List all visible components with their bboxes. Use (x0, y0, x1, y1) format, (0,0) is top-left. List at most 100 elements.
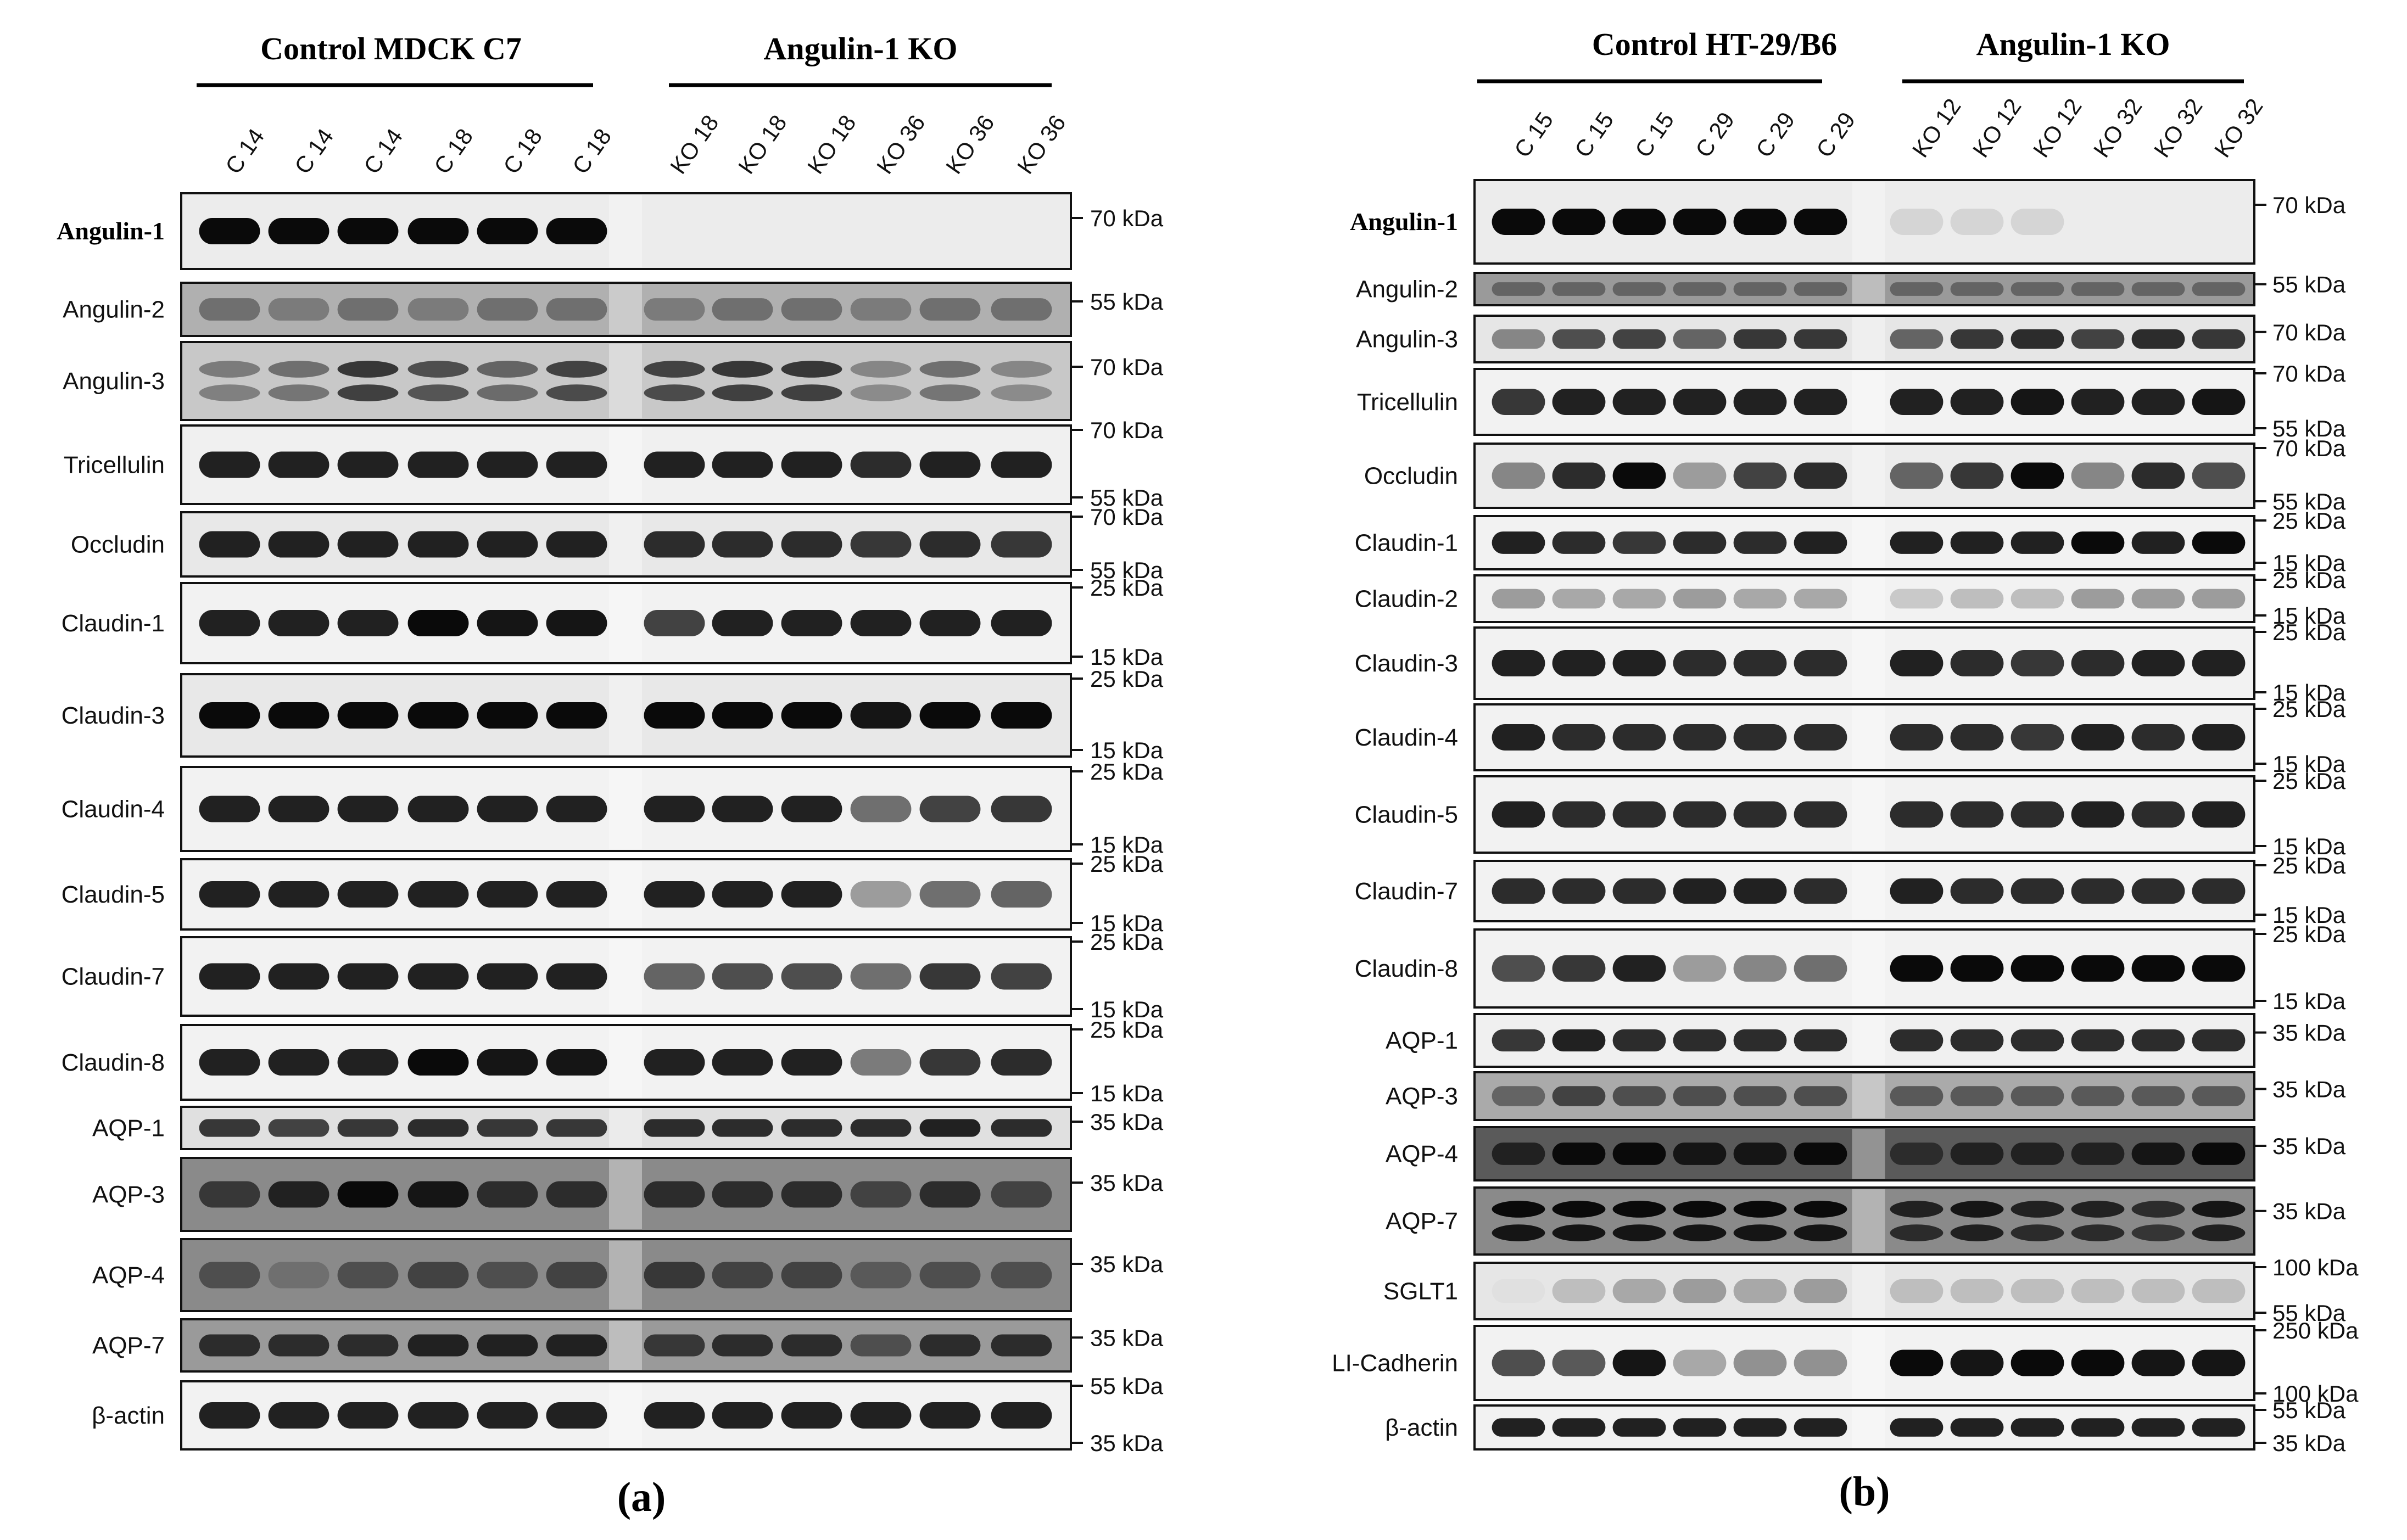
band (712, 702, 773, 729)
blot-row-claudin-3: Claudin-3 25 kDa 15 kDa (1355, 619, 2346, 705)
band (337, 384, 399, 401)
band (1492, 955, 1545, 982)
band (2131, 1086, 2185, 1106)
band (919, 531, 981, 558)
band (1492, 589, 1545, 609)
band (2071, 878, 2125, 904)
marker-label: 70 kDa (1090, 205, 1164, 231)
band (2071, 1086, 2125, 1106)
band (919, 1049, 981, 1076)
band (991, 1049, 1052, 1076)
marker-label: 35 kDa (1090, 1430, 1164, 1456)
band (991, 1334, 1052, 1357)
blot-row-angulin-1: Angulin-1 70 kDa (1350, 179, 2346, 265)
row-label: Angulin-2 (63, 296, 165, 323)
band (199, 702, 260, 729)
band (477, 361, 538, 378)
band (991, 451, 1052, 478)
band (1492, 801, 1545, 828)
band (712, 451, 773, 478)
band (644, 1049, 705, 1076)
band (781, 361, 842, 378)
band (2011, 1349, 2064, 1376)
band (2131, 389, 2185, 415)
row-label: Claudin-1 (1355, 530, 1458, 557)
blot-strip (1473, 1186, 2255, 1256)
band (2192, 389, 2246, 415)
band (2131, 1279, 2185, 1303)
band (1950, 878, 2004, 904)
band (2131, 589, 2185, 609)
marker-label: 35 kDa (1090, 1325, 1164, 1351)
marker-label: 55 kDa (2272, 1300, 2346, 1326)
blot-strip (180, 192, 1072, 270)
band (1794, 589, 1847, 609)
band (2071, 1418, 2125, 1437)
band (2192, 955, 2246, 982)
marker-label: 70 kDa (1090, 504, 1164, 530)
band (1950, 955, 2004, 982)
band (1794, 724, 1847, 751)
band (1950, 650, 2004, 676)
band (546, 1334, 607, 1357)
band (1612, 282, 1666, 296)
band (2192, 878, 2246, 904)
blot-rows: Angulin-1 70 kDa Angulin-2 55 kDa Angulin-3 7… (1332, 179, 2359, 1456)
band (1552, 955, 1606, 982)
band (1950, 589, 2004, 609)
band (1492, 209, 1545, 235)
band (712, 1402, 773, 1429)
band (712, 384, 773, 401)
lane-gap (1852, 1264, 1885, 1318)
band (644, 963, 705, 990)
band (1673, 531, 1727, 554)
band (991, 1262, 1052, 1289)
band (781, 1334, 842, 1357)
band (1890, 1143, 1944, 1165)
band (712, 298, 773, 321)
marker-label: 55 kDa (2272, 272, 2346, 298)
band (2071, 1143, 2125, 1165)
band (1794, 650, 1847, 676)
band (407, 610, 469, 636)
band (1733, 389, 1787, 415)
band (919, 384, 981, 401)
band (337, 361, 399, 378)
marker-label: 15 kDa (2272, 550, 2346, 576)
band (199, 796, 260, 822)
band (2192, 724, 2246, 751)
row-label: Occludin (71, 531, 165, 558)
band (477, 1262, 538, 1289)
row-label: Claudin-8 (62, 1049, 165, 1076)
band (712, 1181, 773, 1208)
band (2071, 282, 2125, 296)
band (1673, 1224, 1727, 1241)
band (1552, 329, 1606, 349)
band (1950, 1086, 2004, 1106)
band (407, 1334, 469, 1357)
band (199, 361, 260, 378)
marker-label: 25 kDa (2272, 696, 2346, 722)
band (268, 1262, 330, 1289)
band (2131, 1143, 2185, 1165)
band (781, 1049, 842, 1076)
marker-label: 15 kDa (1090, 996, 1164, 1022)
marker-label: 55 kDa (1090, 289, 1164, 315)
band (1950, 1143, 2004, 1165)
band (644, 451, 705, 478)
band (644, 1262, 705, 1289)
band (546, 1119, 607, 1137)
band (644, 1334, 705, 1357)
band (712, 796, 773, 822)
band (546, 796, 607, 822)
band (1950, 209, 2004, 235)
band (1890, 724, 1944, 751)
band (644, 796, 705, 822)
band (337, 610, 399, 636)
band (1612, 878, 1666, 904)
blot-row-tricellulin: Tricellulin 70 kDa 55 kDa (64, 417, 1164, 511)
marker-label: 55 kDa (1090, 557, 1164, 583)
panel-a: Control MDCK C7 Angulin-1 KO C 14 C 14 C 1… (57, 31, 1164, 1520)
row-label: Claudin-3 (62, 702, 165, 729)
band (2071, 329, 2125, 349)
